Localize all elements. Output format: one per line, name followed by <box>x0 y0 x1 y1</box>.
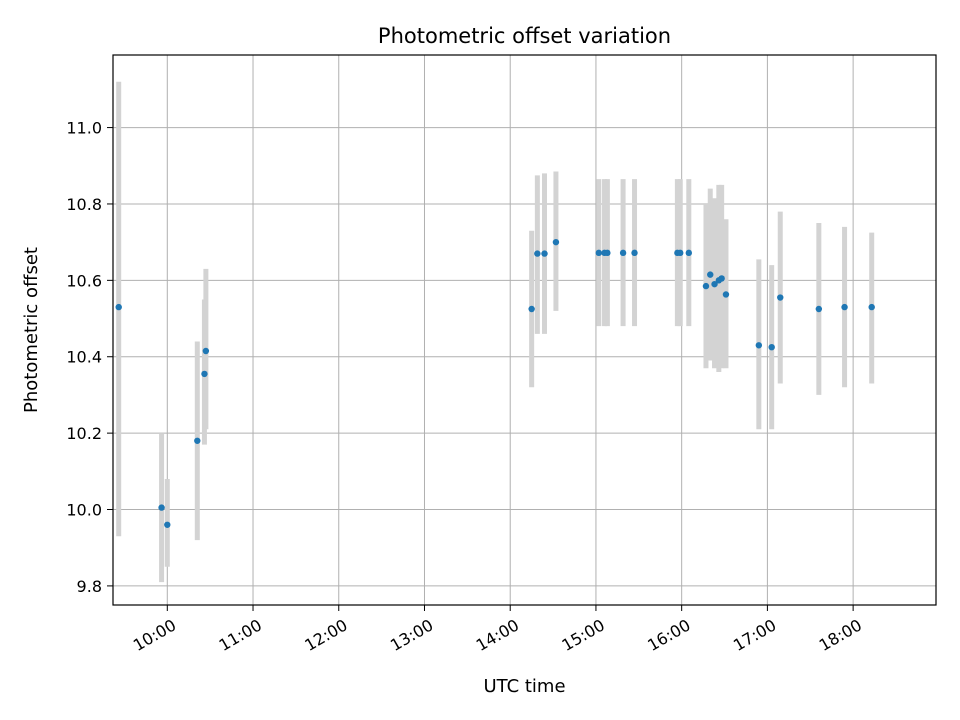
data-point <box>194 437 201 444</box>
data-point <box>595 249 602 257</box>
grid <box>113 55 936 605</box>
data-point <box>677 249 684 257</box>
data-point <box>815 305 823 313</box>
data-points <box>115 238 875 528</box>
x-tick-label: 18:00 <box>816 615 865 655</box>
y-tick-label: 10.8 <box>66 195 102 214</box>
data-point <box>164 521 171 528</box>
data-point <box>552 238 560 246</box>
y-axis: 9.8 10.0 10.2 10.4 10.6 10.8 11.0 <box>66 119 113 596</box>
x-tick-label: 15:00 <box>559 615 608 655</box>
y-tick-label: 10.6 <box>66 271 102 290</box>
data-point <box>841 303 848 311</box>
plot-frame <box>112 54 937 606</box>
y-tick-label: 10.0 <box>66 501 102 520</box>
data-point <box>619 249 627 257</box>
data-point <box>631 249 638 257</box>
x-tick-label: 16:00 <box>644 615 693 655</box>
x-tick-label: 17:00 <box>730 615 779 655</box>
x-tick-label: 13:00 <box>387 615 436 655</box>
error-bars <box>116 81 875 583</box>
data-point <box>711 280 718 288</box>
data-point <box>528 305 535 313</box>
y-tick-label: 10.4 <box>66 348 102 367</box>
data-point <box>755 342 763 349</box>
data-point <box>115 303 122 311</box>
data-point <box>777 294 784 301</box>
x-tick-label: 10:00 <box>130 615 179 655</box>
y-tick-label: 9.8 <box>77 577 102 596</box>
data-point <box>868 303 875 311</box>
x-axis-label: UTC time <box>483 676 565 697</box>
x-tick-label: 12:00 <box>301 615 350 655</box>
x-tick-label: 11:00 <box>216 615 265 655</box>
x-axis: 10:00 11:00 12:00 13:00 14:00 15:00 16:00 17:00… <box>130 605 865 655</box>
y-axis-label: Photometric offset <box>21 247 42 413</box>
data-point <box>707 271 714 278</box>
data-point <box>702 282 710 290</box>
chart-title: Photometric offset variation <box>378 24 671 48</box>
data-point <box>201 370 208 378</box>
data-point <box>604 249 611 257</box>
data-point <box>534 250 541 257</box>
data-point <box>722 291 730 298</box>
y-tick-label: 11.0 <box>66 119 102 138</box>
data-point <box>768 343 775 351</box>
data-point <box>718 275 725 282</box>
data-point <box>685 249 693 257</box>
data-point <box>202 347 210 355</box>
data-point <box>158 504 165 511</box>
x-tick-label: 14:00 <box>473 615 522 655</box>
y-tick-label: 10.2 <box>66 424 102 443</box>
data-point <box>541 250 548 257</box>
